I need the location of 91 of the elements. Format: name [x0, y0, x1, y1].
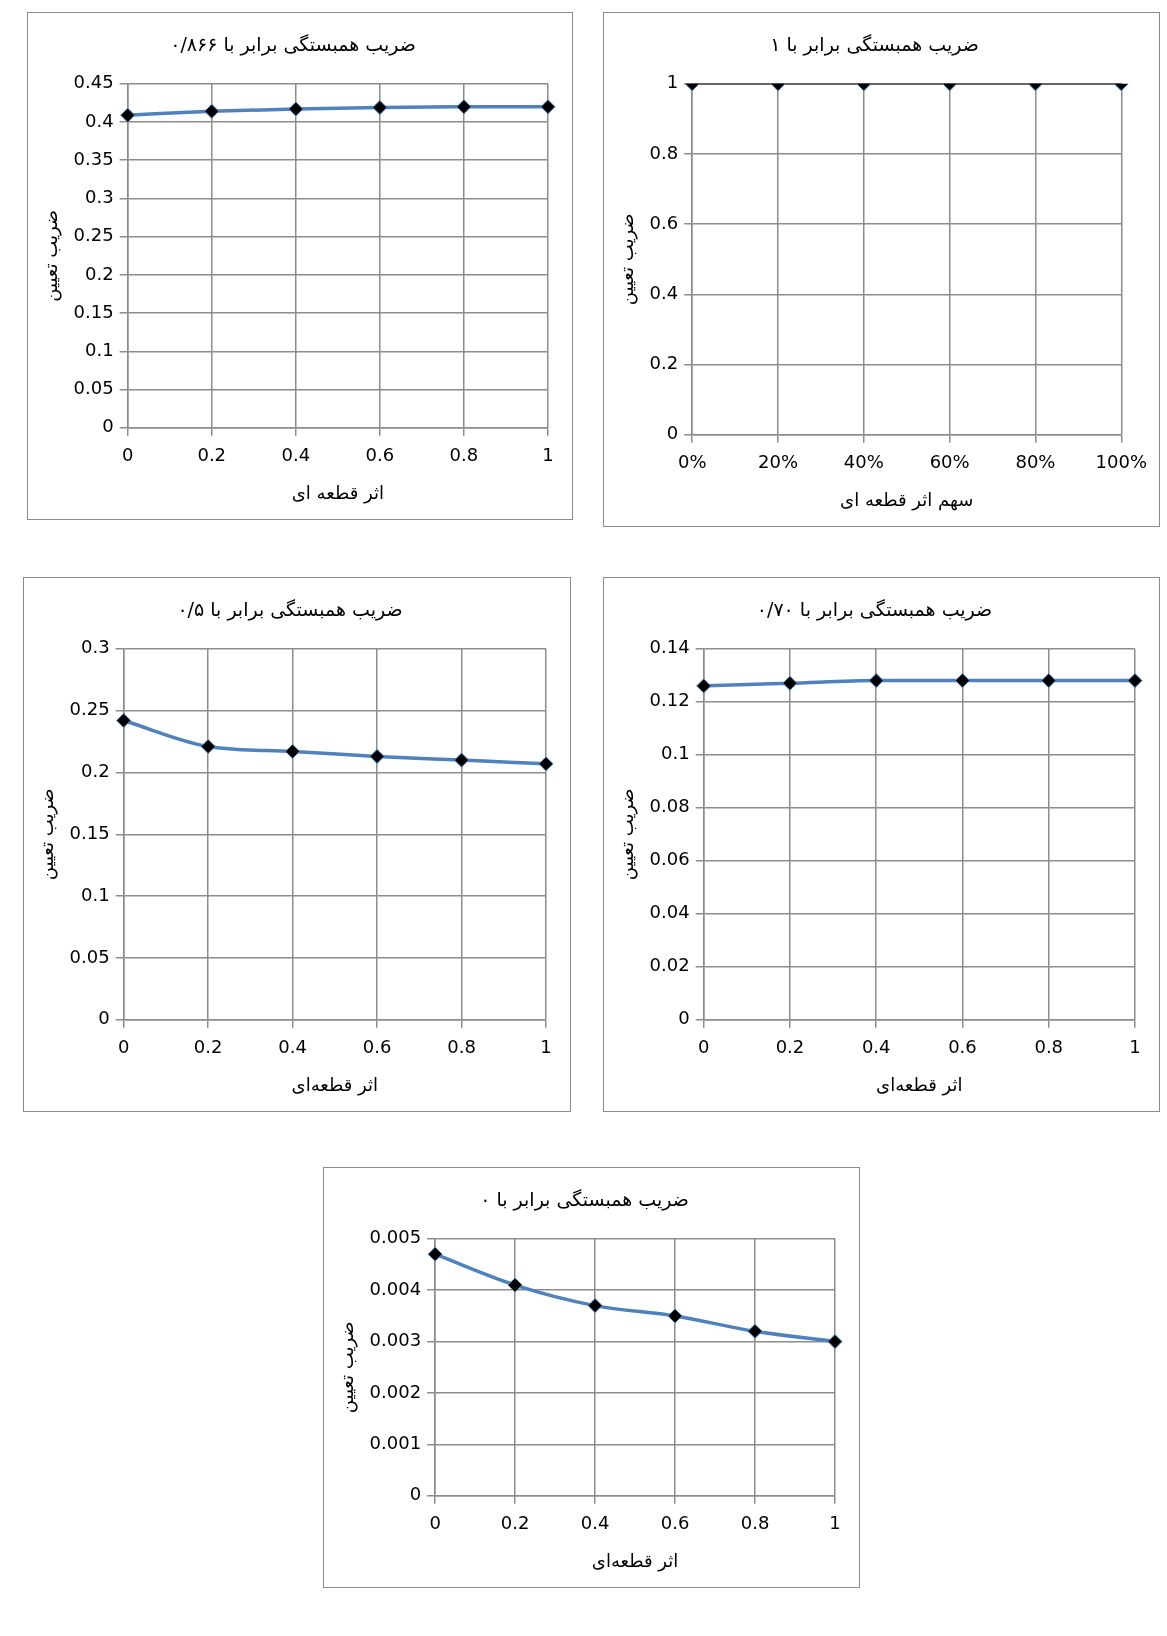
x-tick-label: 1: [829, 1512, 841, 1534]
y-tick-label: 0.02: [649, 954, 690, 976]
x-tick-label: 0: [697, 1036, 710, 1058]
x-tick-label: 0.2: [500, 1512, 530, 1534]
y-tick-label: 0.45: [73, 71, 114, 93]
y-tick-label: 0.14: [649, 636, 690, 658]
y-tick-label: 0.3: [85, 186, 114, 208]
x-axis-title: سهم اثر قطعه ای: [840, 488, 974, 511]
point: [116, 713, 132, 729]
y-tick-label: 0.2: [81, 760, 110, 782]
y-tick-label: 1: [666, 71, 679, 93]
y-tick-label: 0.05: [69, 945, 110, 967]
point: [747, 1323, 763, 1339]
y-axis-title: ضریب تعیین: [616, 213, 639, 306]
y-tick-label: 0.04: [649, 901, 690, 923]
y-tick-label: 0.3: [81, 636, 110, 658]
y-tick-label: 0.001: [369, 1432, 422, 1454]
point: [369, 748, 385, 764]
x-axis-title: اثر قطعه ای: [291, 481, 384, 504]
x-tick-label: 40%: [843, 451, 884, 473]
x-tick-label: 0.2: [197, 444, 227, 466]
point: [507, 1277, 523, 1293]
x-axis-title: اثر قطعه‌ای: [291, 1073, 379, 1096]
x-tick-label: 0: [117, 1036, 130, 1058]
point: [587, 1298, 603, 1314]
x-tick-label: 100%: [1095, 451, 1147, 473]
x-tick-label: 0: [429, 1512, 441, 1534]
x-tick-label: 80%: [1015, 451, 1056, 473]
x-tick-label: 1: [542, 444, 554, 466]
y-axis-title: ضریب تعیین: [36, 788, 59, 881]
y-tick-label: 0.15: [69, 821, 110, 843]
y-tick-label: 0.12: [649, 689, 690, 711]
y-tick-label: 0: [409, 1483, 422, 1505]
x-tick-label: 1: [1129, 1036, 1141, 1058]
y-tick-label: 0.15: [73, 300, 114, 322]
x-tick-label: 0.2: [775, 1036, 805, 1058]
x-tick-label: 0.4: [861, 1036, 891, 1058]
y-tick-label: 0.4: [85, 109, 114, 131]
x-tick-label: 0.6: [948, 1036, 977, 1058]
x-tick-label: 1: [540, 1036, 552, 1058]
y-tick-label: 0.2: [649, 352, 679, 374]
y-axis-title: ضریب تعیین: [616, 788, 639, 881]
point: [827, 1334, 843, 1350]
point: [285, 743, 301, 759]
y-tick-label: 0: [678, 1007, 690, 1029]
point: [427, 1246, 443, 1262]
x-tick-label: 0: [121, 444, 134, 466]
x-axis-title: اثر قطعه‌ای: [591, 1549, 679, 1572]
y-tick-label: 0.1: [85, 339, 114, 361]
y-tick-label: 0.4: [649, 282, 679, 304]
y-tick-label: 0.005: [369, 1226, 422, 1248]
y-tick-label: 0.25: [69, 698, 110, 720]
y-tick-label: 0.2: [85, 262, 114, 284]
x-tick-label: 0%: [677, 451, 707, 473]
y-tick-label: 0.004: [369, 1277, 422, 1299]
x-tick-label: 0.2: [193, 1036, 223, 1058]
x-tick-label: 0.8: [447, 1036, 476, 1058]
y-tick-label: 0.002: [369, 1380, 422, 1402]
point: [454, 752, 470, 768]
point: [538, 756, 554, 772]
chart-title: ضریب همبستگی برابر با ۰: [480, 1188, 689, 1212]
y-tick-label: 0.05: [73, 377, 114, 399]
chart-title: ضریب همبستگی برابر با ۰/۷۰: [756, 598, 993, 622]
x-tick-label: 0.8: [740, 1512, 770, 1534]
x-axis-title: اثر قطعه‌ای: [876, 1073, 963, 1096]
point: [667, 1308, 683, 1324]
chart-title: ضریب همبستگی برابر با ۰/۸۶۶: [170, 33, 416, 57]
x-tick-label: 0.4: [278, 1036, 307, 1058]
y-tick-label: 0.1: [661, 742, 690, 764]
x-tick-label: 0.4: [580, 1512, 610, 1534]
chart-title: ضریب همبستگی برابر با ۰/۵: [177, 598, 403, 622]
y-tick-label: 0.08: [649, 795, 690, 817]
y-tick-label: 0.1: [81, 883, 110, 905]
chart-title: ضریب همبستگی برابر با ۱: [770, 33, 979, 57]
point: [200, 739, 216, 754]
y-axis-title: ضریب تعیین: [336, 1321, 359, 1414]
y-tick-label: 0.35: [73, 147, 114, 169]
x-tick-label: 0.4: [281, 444, 311, 466]
x-tick-label: 0.8: [1034, 1036, 1064, 1058]
y-tick-label: 0.06: [649, 848, 690, 870]
y-tick-label: 0.6: [649, 211, 679, 233]
y-tick-label: 0.25: [73, 224, 114, 246]
y-tick-label: 0.003: [369, 1329, 422, 1351]
y-tick-label: 0: [666, 422, 679, 444]
y-tick-label: 0: [102, 415, 114, 437]
x-tick-label: 0.8: [449, 444, 479, 466]
x-tick-label: 20%: [758, 451, 799, 473]
x-tick-label: 60%: [929, 451, 970, 473]
y-tick-label: 0.8: [649, 141, 679, 163]
y-tick-label: 0: [98, 1007, 110, 1029]
y-axis-title: ضریب تعیین: [40, 209, 63, 302]
